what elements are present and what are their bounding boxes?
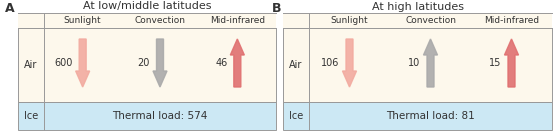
Text: 10: 10: [408, 58, 420, 68]
Bar: [18, 28, 276, 102]
Text: 15: 15: [489, 58, 501, 68]
Text: Sunlight: Sunlight: [64, 16, 101, 25]
Text: Ice: Ice: [24, 111, 38, 121]
Text: Mid-infrared: Mid-infrared: [210, 16, 265, 25]
FancyArrow shape: [153, 39, 167, 87]
Bar: [18, 28, 276, 102]
Text: Convection: Convection: [405, 16, 456, 25]
Text: Sunlight: Sunlight: [331, 16, 368, 25]
Text: 20: 20: [137, 58, 150, 68]
Bar: [283, 102, 552, 130]
FancyArrow shape: [230, 39, 244, 87]
Text: B: B: [272, 3, 281, 15]
Text: A: A: [5, 3, 14, 15]
Text: At high latitudes: At high latitudes: [372, 1, 464, 11]
Bar: [283, 28, 552, 102]
Bar: [18, 102, 276, 130]
Bar: [18, 13, 276, 28]
FancyArrow shape: [342, 39, 357, 87]
Text: Thermal load: 81: Thermal load: 81: [386, 111, 475, 121]
Text: Ice: Ice: [289, 111, 303, 121]
Text: Air: Air: [289, 60, 302, 70]
Text: 600: 600: [54, 58, 73, 68]
Bar: [283, 28, 552, 102]
Text: 46: 46: [215, 58, 227, 68]
Bar: [283, 13, 552, 28]
Text: Convection: Convection: [135, 16, 186, 25]
Text: Thermal load: 574: Thermal load: 574: [112, 111, 208, 121]
Text: Air: Air: [24, 60, 38, 70]
Bar: [283, 102, 552, 130]
FancyArrow shape: [76, 39, 90, 87]
FancyArrow shape: [505, 39, 519, 87]
Text: At low/middle latitudes: At low/middle latitudes: [83, 1, 211, 11]
FancyArrow shape: [423, 39, 438, 87]
Text: 106: 106: [321, 58, 340, 68]
Text: Mid-infrared: Mid-infrared: [484, 16, 539, 25]
Bar: [18, 102, 276, 130]
